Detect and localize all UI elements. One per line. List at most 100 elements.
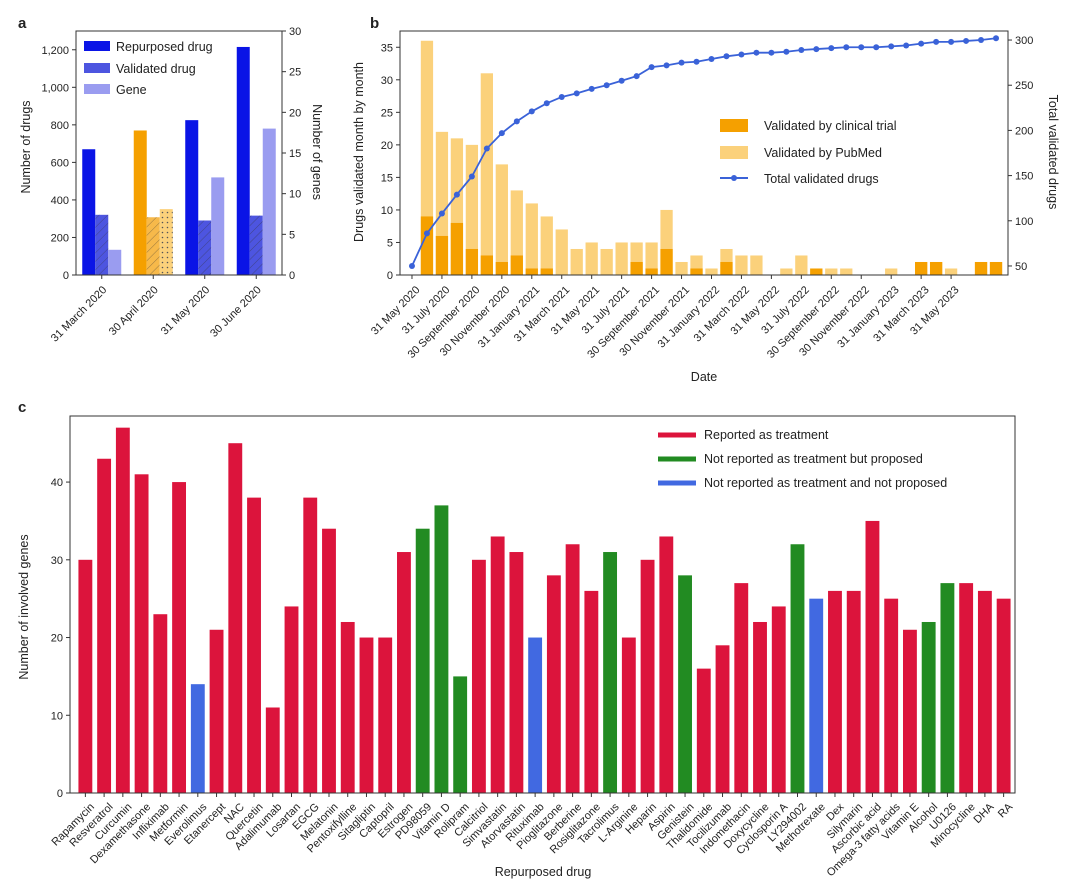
total-point-28 — [828, 45, 835, 52]
bar-gene-0 — [108, 249, 122, 275]
bar-gene-count-47 — [959, 583, 974, 793]
total-point-4 — [468, 173, 475, 180]
bar-gene-count-49 — [996, 598, 1011, 793]
bar-validated-hatch-1 — [146, 217, 160, 275]
panel-c-legend: Reported as treatment Not reported as tr… — [658, 428, 947, 490]
total-point-29 — [843, 44, 850, 51]
bar-validated-hatch-2 — [198, 220, 212, 275]
y-tick-label-right-b-1: 100 — [1015, 216, 1033, 228]
bar-gene-3 — [262, 128, 276, 275]
bar-pubmed-9 — [540, 216, 553, 275]
y-tick-label-right-a-6: 30 — [289, 26, 301, 38]
bar-clinical-6 — [495, 261, 508, 275]
y-tick-label-right-a-1: 5 — [289, 229, 295, 241]
bar-gene-count-28 — [603, 552, 618, 793]
y-tick-label-right-a-0: 0 — [289, 270, 295, 282]
y-tick-label-right-b-0: 50 — [1015, 261, 1027, 273]
bar-gene-count-11 — [284, 606, 299, 793]
bar-gene-count-21 — [471, 559, 486, 793]
total-point-2 — [438, 210, 445, 217]
y-tick-label-right-a-2: 10 — [289, 189, 301, 201]
legend-label-not-proposed: Not reported as treatment and not propos… — [704, 476, 947, 490]
bar-clinical-17 — [660, 248, 673, 275]
legend-label-gene: Gene — [116, 83, 147, 97]
bar-gene-count-45 — [921, 621, 936, 793]
y-tick-label-b-4: 20 — [381, 140, 393, 152]
x-tick-label-c-49: RA — [996, 801, 1016, 821]
bar-gene-count-25 — [546, 575, 561, 793]
total-point-26 — [798, 46, 805, 53]
y-tick-label-right-b-5: 300 — [1015, 35, 1033, 47]
panel-b-ylabel-right: Total validated drugs — [1046, 95, 1060, 210]
legend-label-repurposed: Repurposed drug — [116, 40, 213, 54]
total-point-35 — [933, 38, 940, 45]
bar-clinical-7 — [510, 255, 523, 275]
x-tick-label-a-0: 31 March 2020 — [49, 284, 109, 344]
bar-pubmed-7 — [510, 190, 523, 275]
y-tick-label-right-b-3: 200 — [1015, 125, 1033, 137]
bar-gene-count-16 — [378, 637, 393, 793]
bar-gene-count-5 — [172, 482, 187, 793]
panel-c-letter: c — [18, 399, 26, 416]
bar-pubmed-10 — [555, 229, 568, 275]
total-point-18 — [678, 59, 685, 66]
total-point-32 — [888, 43, 895, 50]
bar-gene-dots-1 — [159, 209, 173, 275]
bar-gene-count-48 — [977, 590, 992, 793]
bar-gene-count-17 — [397, 552, 411, 793]
total-validated-line — [411, 37, 997, 267]
bar-clinical-21 — [720, 261, 733, 275]
bar-gene-count-31 — [659, 536, 674, 793]
total-point-38 — [978, 37, 985, 44]
bar-pubmed-5 — [480, 73, 493, 275]
bar-clinical-19 — [690, 268, 703, 275]
bar-clinical-34 — [915, 261, 928, 275]
bar-gene-count-20 — [453, 676, 468, 793]
total-point-31 — [873, 44, 880, 51]
total-point-39 — [993, 35, 1000, 42]
y-tick-label-b-3: 15 — [381, 172, 393, 184]
total-point-3 — [453, 191, 460, 198]
bar-gene-count-27 — [584, 590, 599, 793]
y-tick-label-b-6: 30 — [381, 75, 393, 87]
panel-a-legend: Repurposed drug Validated drug Gene — [84, 40, 213, 97]
y-tick-label-a-1: 200 — [51, 232, 69, 244]
bar-repurposed-0 — [82, 149, 96, 275]
bar-gene-count-33 — [696, 668, 711, 793]
bar-gene-count-41 — [846, 590, 861, 793]
total-point-8 — [528, 108, 535, 115]
total-point-14 — [618, 77, 625, 84]
bar-pubmed-22 — [735, 255, 748, 275]
y-tick-label-b-7: 35 — [381, 42, 393, 54]
y-tick-label-b-5: 25 — [381, 107, 393, 119]
x-tick-label-a-3: 30 June 2020 — [208, 284, 264, 340]
legend-swatch-pubmed — [720, 146, 748, 159]
bar-gene-count-0 — [78, 559, 93, 793]
legend-marker-total — [731, 175, 737, 181]
y-tick-label-a-0: 0 — [63, 270, 69, 282]
legend-label-clinical: Validated by clinical trial — [764, 119, 896, 133]
panel-a-ylabel-right: Number of genes — [310, 104, 324, 200]
bar-pubmed-28 — [825, 268, 838, 275]
total-point-9 — [543, 100, 550, 107]
total-point-7 — [513, 118, 520, 125]
y-tick-label-a-2: 400 — [51, 195, 69, 207]
panel-b-letter: b — [370, 15, 379, 32]
bar-gene-count-32 — [678, 575, 692, 793]
y-tick-label-right-a-3: 15 — [289, 148, 301, 160]
legend-swatch-validated — [84, 63, 110, 73]
total-point-10 — [558, 93, 565, 100]
bar-gene-count-29 — [621, 637, 636, 793]
bar-gene-count-30 — [640, 559, 655, 793]
bar-clinical-35 — [929, 261, 943, 275]
bar-gene-count-35 — [734, 583, 749, 793]
bar-gene-count-4 — [153, 614, 168, 793]
bar-gene-count-46 — [940, 583, 955, 793]
bar-repurposed-1 — [133, 130, 147, 275]
total-point-23 — [753, 49, 760, 56]
legend-label-validated: Validated drug — [116, 62, 196, 76]
bar-pubmed-11 — [570, 248, 583, 275]
total-point-24 — [768, 49, 775, 56]
total-point-27 — [813, 46, 820, 53]
bar-clinical-3 — [450, 222, 464, 275]
